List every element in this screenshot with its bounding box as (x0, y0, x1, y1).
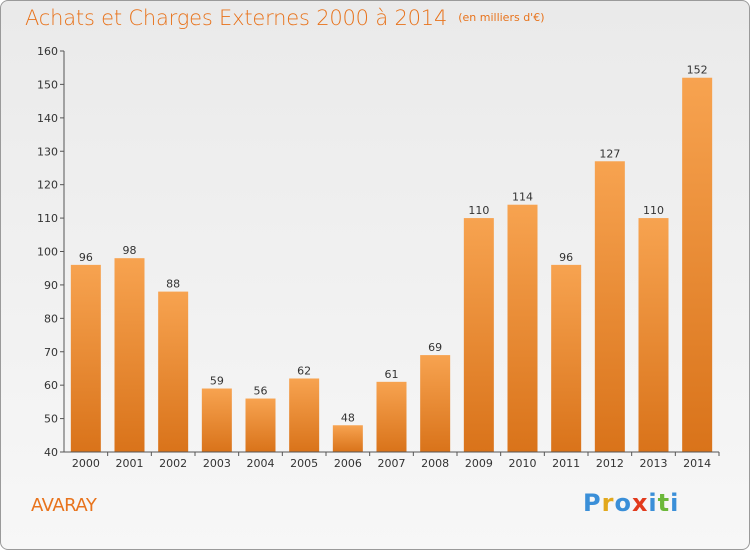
logo-letter: i (648, 489, 658, 517)
x-tick-label: 2007 (378, 457, 406, 470)
bar-2010 (507, 204, 538, 452)
bars-group: 96 98 88 59 56 62 48 61 69 110 114 96 127 110 152 (70, 64, 713, 452)
x-tick-label: 2004 (247, 457, 275, 470)
logo-letter: i (670, 489, 680, 517)
bar-2008 (420, 355, 451, 452)
bar-2001 (114, 258, 145, 452)
value-label: 98 (123, 244, 137, 257)
logo-letter: t (657, 489, 671, 517)
y-tick-label: 100 (37, 246, 58, 259)
chart-title-block: Achats et Charges Externes 2000 à 2014 (… (25, 6, 545, 30)
bar-2003 (201, 388, 232, 452)
x-tick-label: 2002 (159, 457, 187, 470)
x-tick-label: 2005 (290, 457, 318, 470)
x-tick-label: 2003 (203, 457, 231, 470)
bar-2005 (289, 378, 320, 452)
x-tick-label: 2012 (596, 457, 624, 470)
axes-group: 40 50 60 70 80 90 100 110 120 130 140 150 160 2000 200… (37, 45, 720, 470)
value-label: 62 (297, 364, 311, 377)
value-label: 127 (599, 147, 620, 160)
proxiti-logo: Proxiti (583, 489, 679, 517)
chart-title: Achats et Charges Externes 2000 à 2014 (25, 6, 448, 30)
y-tick-label: 80 (44, 312, 58, 325)
y-tick-label: 50 (44, 413, 58, 426)
value-label: 61 (385, 368, 399, 381)
bar-2000 (70, 264, 101, 452)
x-tick-label: 2006 (334, 457, 362, 470)
bar-2012 (594, 161, 625, 452)
bar-2013 (638, 218, 669, 452)
y-tick-label: 140 (37, 112, 58, 125)
y-tick-label: 110 (37, 212, 58, 225)
value-label: 110 (468, 204, 489, 217)
value-label: 110 (643, 204, 664, 217)
logo-letter: P (583, 489, 602, 517)
logo-letter: x (631, 489, 649, 517)
y-tick-label: 160 (37, 45, 58, 58)
value-label: 152 (687, 64, 708, 77)
value-label: 56 (254, 385, 268, 398)
bar-2014 (682, 77, 713, 452)
logo-letter: r (601, 489, 615, 517)
bar-2006 (332, 425, 363, 452)
value-label: 59 (210, 375, 224, 388)
value-label: 69 (428, 341, 442, 354)
x-tick-label: 2001 (116, 457, 144, 470)
value-label: 48 (341, 411, 355, 424)
y-tick-label: 40 (44, 446, 58, 459)
x-tick-label: 2008 (421, 457, 449, 470)
x-tick-label: 2009 (465, 457, 493, 470)
town-name: AVARAY (31, 495, 97, 516)
bar-2002 (158, 291, 189, 452)
y-tick-label: 120 (37, 179, 58, 192)
y-tick-label: 90 (44, 279, 58, 292)
y-tick-label: 70 (44, 346, 58, 359)
logo-letter: o (614, 489, 632, 517)
chart-unit: (en milliers d'€) (458, 11, 545, 24)
y-tick-label: 60 (44, 379, 58, 392)
x-tick-label: 2010 (509, 457, 537, 470)
x-tick-label: 2013 (640, 457, 668, 470)
value-label: 96 (79, 251, 93, 264)
y-tick-label: 130 (37, 145, 58, 158)
value-label: 96 (559, 251, 573, 264)
x-tick-label: 2011 (552, 457, 580, 470)
bar-2011 (551, 264, 582, 452)
bar-2004 (245, 398, 276, 452)
bar-2009 (463, 218, 494, 452)
value-label: 88 (166, 278, 180, 291)
value-label: 114 (512, 191, 533, 204)
x-tick-label: 2000 (72, 457, 100, 470)
y-tick-label: 150 (37, 78, 58, 91)
x-tick-label: 2014 (683, 457, 711, 470)
bar-2007 (376, 381, 407, 452)
